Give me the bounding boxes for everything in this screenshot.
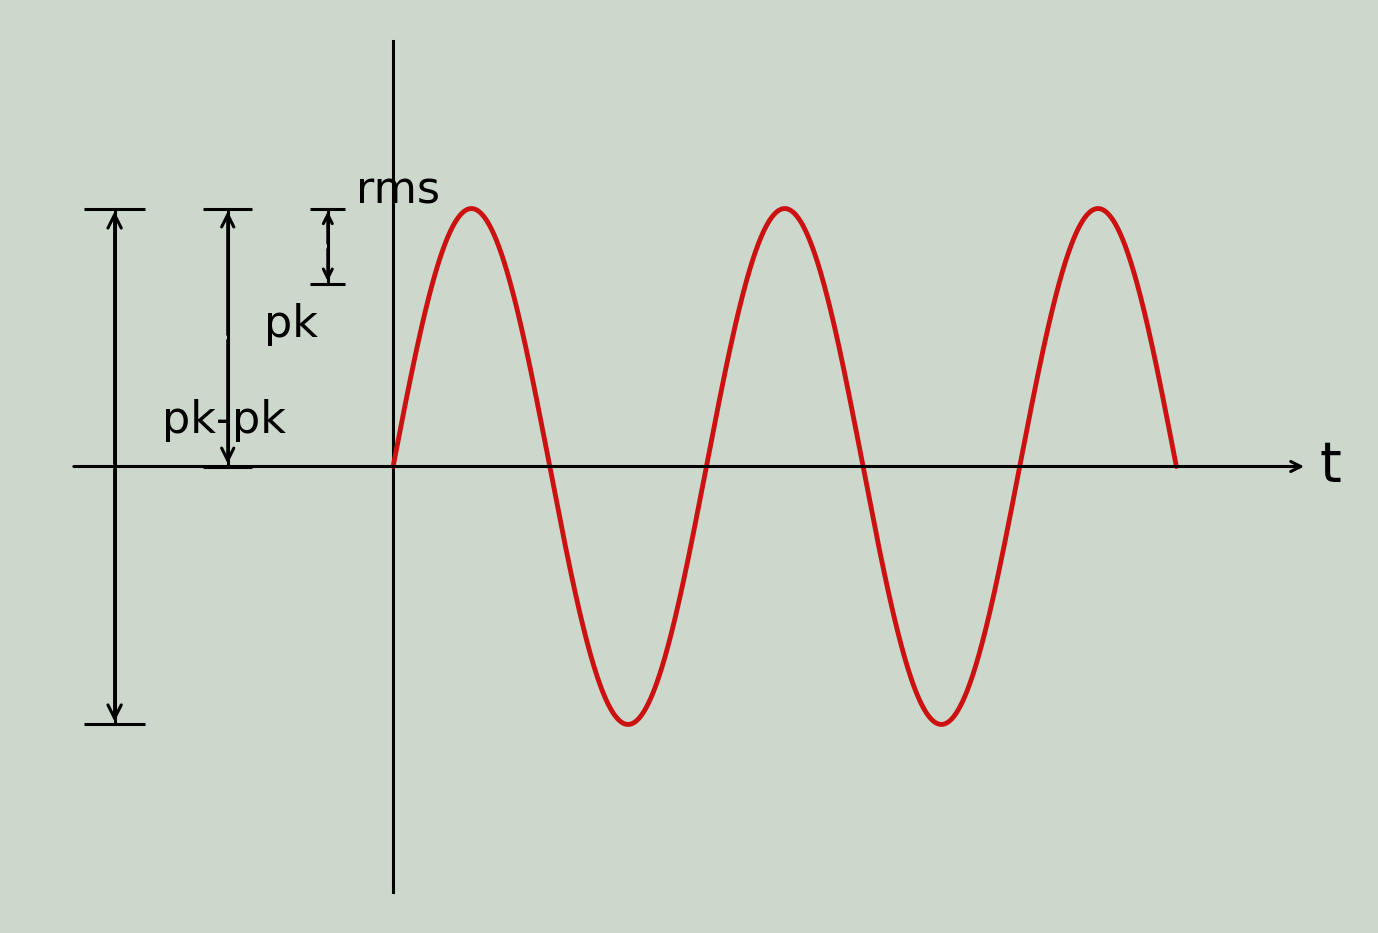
- Text: rms: rms: [356, 170, 440, 213]
- Text: pk-pk: pk-pk: [163, 398, 287, 441]
- Text: pk: pk: [265, 303, 318, 346]
- Text: t: t: [1320, 439, 1342, 494]
